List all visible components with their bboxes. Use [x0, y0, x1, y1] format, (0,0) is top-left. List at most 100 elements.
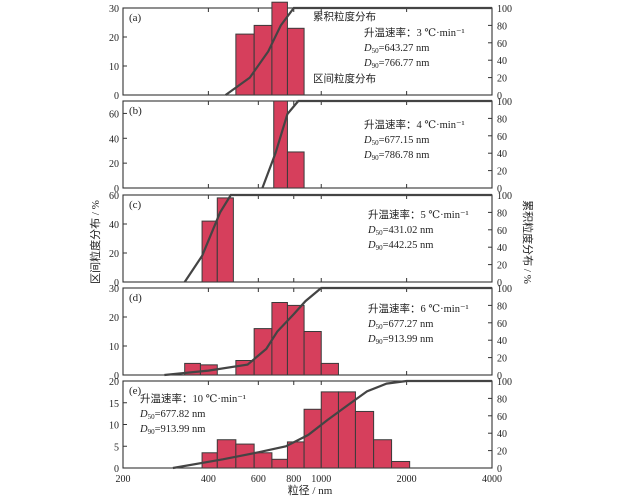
x-tick-label: 1000 [311, 474, 331, 485]
cumulative-curve [172, 379, 492, 470]
left-tick-label: 30 [109, 284, 119, 295]
right-tick-label: 80 [497, 21, 507, 32]
right-axis-label: 累积粒度分布 / % [521, 200, 535, 284]
left-tick-label: 20 [109, 313, 119, 324]
histogram-bar [337, 391, 356, 469]
left-tick-label: 20 [109, 159, 119, 170]
right-tick-label: 80 [497, 301, 507, 312]
d90-label: D90=766.77 nm [363, 58, 429, 70]
right-tick-label: 80 [497, 208, 507, 219]
panel-label: (d) [129, 292, 142, 304]
panel-c: 0 20 40 60 0 20 40 60 80 100 (c) 升温速率：5 ℃·min⁻¹ D50=… [109, 191, 512, 289]
d50-label: D50=643.27 nm [363, 43, 429, 55]
right-tick-label: 40 [497, 56, 507, 67]
cumulative-distribution-label: 累积粒度分布 [313, 10, 376, 23]
left-tick-label: 20 [109, 33, 119, 44]
left-tick-label: 10 [109, 421, 119, 432]
right-tick-label: 20 [497, 261, 507, 272]
histogram-bar [320, 391, 339, 469]
left-tick-label: 10 [109, 342, 119, 353]
histogram-bar [373, 439, 393, 469]
heating-rate-label: 升温速率：6 ℃·min⁻¹ [368, 302, 469, 315]
d50-label: D50=677.27 nm [367, 319, 433, 331]
left-tick-label: 5 [114, 442, 119, 453]
left-axis-label: 区间粒度分布 / % [88, 200, 102, 284]
histogram-bar [271, 1, 288, 96]
cumulative-curve [164, 286, 492, 377]
x-tick-label: 800 [286, 474, 301, 485]
left-tick-label: 10 [109, 62, 119, 73]
right-tick-label: 100 [497, 377, 512, 388]
left-tick-label: 0 [114, 184, 119, 195]
cumulative-curve [261, 99, 492, 189]
right-tick-label: 0 [497, 184, 502, 195]
left-tick-label: 60 [109, 109, 119, 120]
right-tick-label: 60 [497, 132, 507, 143]
left-tick-label: 20 [109, 377, 119, 388]
right-tick-label: 0 [497, 464, 502, 475]
histogram-bar [354, 410, 375, 469]
panel-e: 0 5 10 15 20 0 20 40 60 80 100 (e)升温速率：10 ℃·min⁻¹ D5… [109, 377, 512, 475]
d90-label: D90=913.99 nm [139, 424, 205, 436]
panel-frame [122, 7, 493, 96]
right-tick-label: 60 [497, 226, 507, 237]
heating-rate-label: 升温速率：4 ℃·min⁻¹ [364, 118, 465, 131]
right-tick-label: 40 [497, 429, 507, 440]
right-tick-label: 80 [497, 394, 507, 405]
panel-a: 0 10 20 30 0 20 40 60 80 100 (a) 升温速率：3 ℃·min⁻¹ D50=… [109, 1, 512, 102]
x-axis-label: 粒径 / nm [288, 483, 333, 497]
panel-label: (b) [129, 105, 142, 117]
histogram-bar [286, 304, 305, 376]
x-tick-label: 200 [116, 474, 131, 485]
panel-d: 0 10 20 30 0 20 40 60 80 100 (d) 升温速率：6 ℃·min⁻¹ D50=… [109, 284, 512, 382]
d90-label: D90=786.78 nm [363, 150, 429, 162]
x-tick-label: 2000 [397, 474, 417, 485]
left-tick-label: 0 [114, 91, 119, 102]
heating-rate-label: 升温速率：3 ℃·min⁻¹ [364, 26, 465, 39]
left-tick-label: 60 [109, 191, 119, 202]
left-tick-label: 20 [109, 249, 119, 260]
right-tick-label: 40 [497, 336, 507, 347]
histogram-bar [303, 331, 322, 376]
right-tick-label: 0 [497, 371, 502, 382]
panel-label: (c) [129, 199, 142, 211]
left-tick-label: 15 [109, 399, 119, 410]
histogram-bar [273, 100, 288, 189]
left-tick-label: 0 [114, 278, 119, 289]
left-tick-label: 30 [109, 4, 119, 15]
d90-label: D90=913.99 nm [367, 334, 433, 346]
histogram-bar [303, 408, 322, 469]
histogram-bar [286, 441, 305, 469]
panel-label: (e) [129, 385, 142, 397]
right-tick-label: 60 [497, 319, 507, 330]
x-tick-label: 4000 [482, 474, 502, 485]
right-tick-label: 0 [497, 91, 502, 102]
right-tick-label: 100 [497, 97, 512, 108]
d50-label: D50=431.02 nm [367, 225, 433, 237]
right-tick-label: 20 [497, 74, 507, 85]
right-tick-label: 80 [497, 114, 507, 125]
d90-label: D90=442.25 nm [367, 240, 433, 252]
right-tick-label: 20 [497, 447, 507, 458]
panel-label: (a) [129, 12, 142, 24]
left-tick-label: 0 [114, 464, 119, 475]
cumulative-curve [224, 6, 492, 96]
right-tick-label: 100 [497, 284, 512, 295]
right-tick-label: 20 [497, 167, 507, 178]
histogram-bar [320, 362, 339, 376]
panel-frame [122, 100, 493, 189]
left-tick-label: 0 [114, 371, 119, 382]
right-tick-label: 100 [497, 4, 512, 15]
heating-rate-label: 升温速率：10 ℃·min⁻¹ [140, 392, 246, 405]
histogram-bar [253, 452, 273, 469]
histogram-bar [216, 197, 234, 283]
right-tick-label: 40 [497, 243, 507, 254]
histogram-bar [286, 27, 305, 96]
right-tick-label: 20 [497, 354, 507, 365]
panel-frame [122, 194, 493, 283]
histogram-bar [271, 302, 288, 376]
right-tick-label: 0 [497, 278, 502, 289]
panel-b: 0 20 40 60 0 20 40 60 80 100 (b) 升温速率：4 ℃·min⁻¹ D50=… [109, 97, 512, 195]
